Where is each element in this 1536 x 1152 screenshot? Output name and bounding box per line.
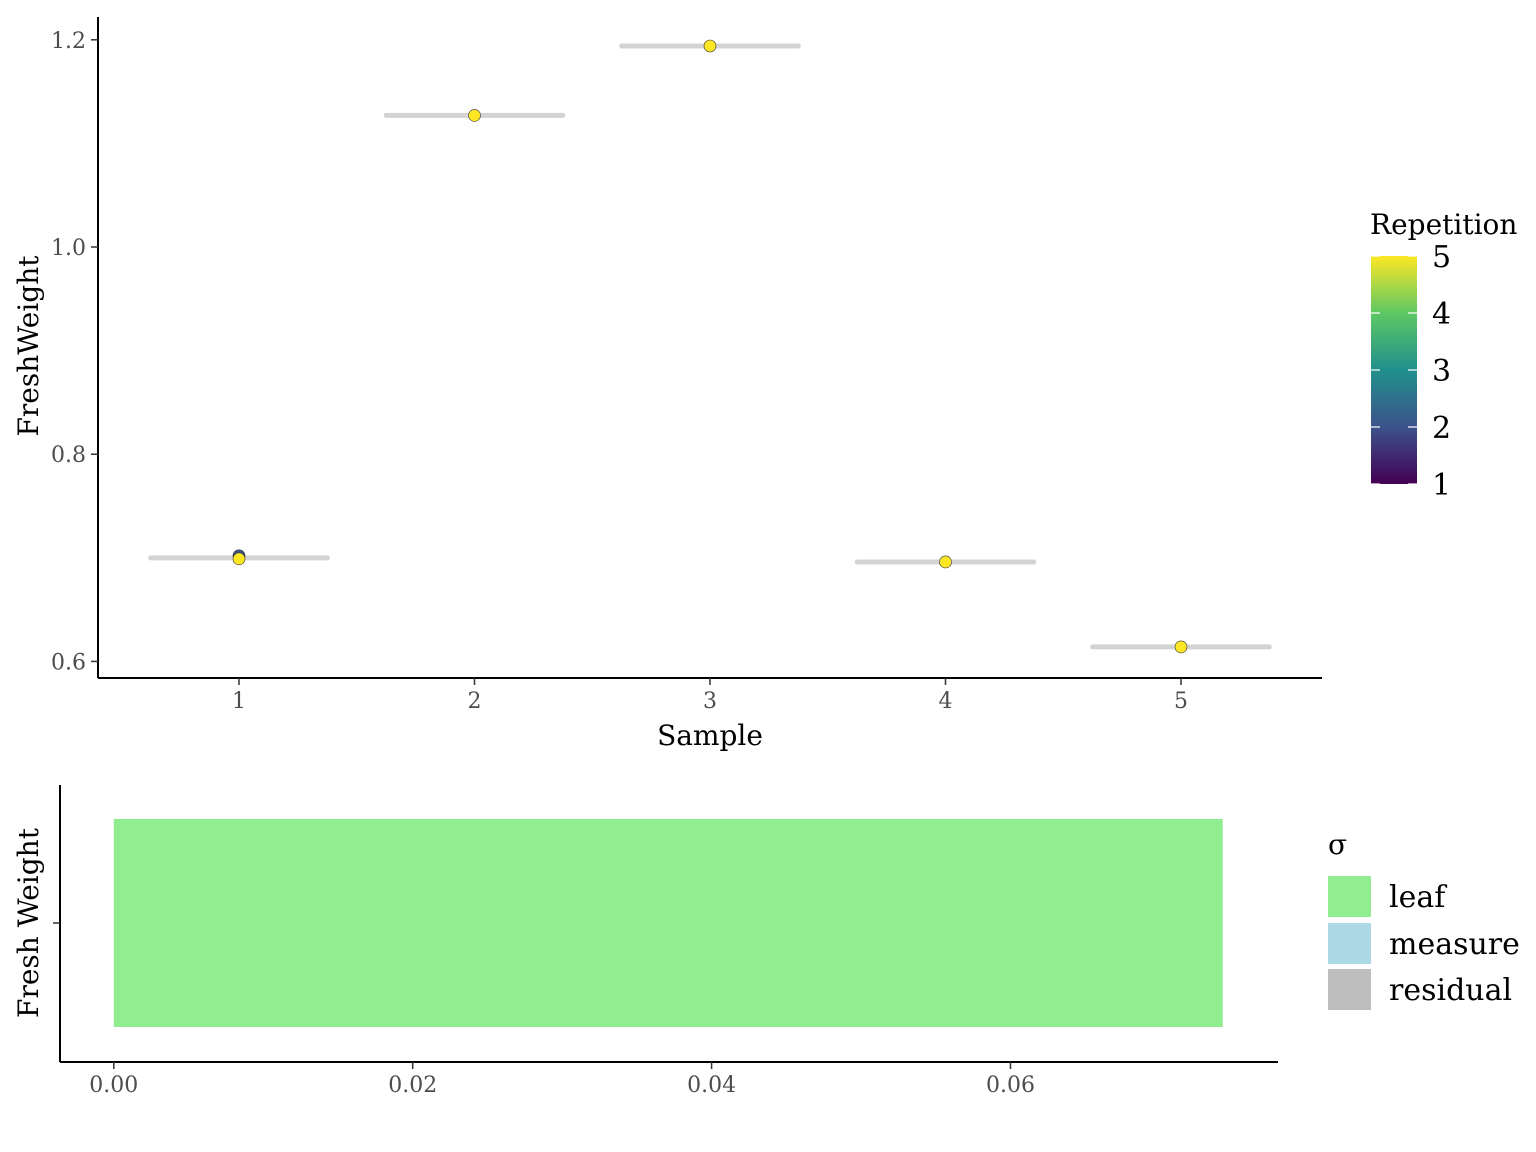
top-y-tick-label: 0.8	[51, 443, 86, 468]
bottom-x-tick-label: 0.04	[687, 1073, 736, 1098]
data-point	[703, 39, 717, 53]
colorbar-label: 1	[1432, 468, 1451, 503]
data-point	[939, 555, 952, 569]
top-y-axis-title: FreshWeight	[12, 255, 45, 437]
top-scatter-panel: Sample FreshWeight Repetition 5 4 3 2 1 0.6 0…	[12, 17, 1517, 752]
legend-label-leaf: leaf	[1389, 880, 1447, 915]
data-point	[232, 552, 246, 566]
top-x-tick-label: 3	[703, 689, 717, 714]
top-y-tick-label: 0.6	[51, 650, 86, 675]
repetition-legend-title: Repetition	[1370, 208, 1517, 241]
top-x-tick-label: 5	[1174, 689, 1188, 714]
top-x-axis-title: Sample	[657, 719, 763, 752]
colorbar-label: 2	[1432, 411, 1451, 446]
data-point	[468, 109, 481, 122]
bar-leaf	[113, 819, 1223, 1027]
legend-label-measure: measure	[1389, 927, 1520, 962]
top-x-tick-label: 2	[468, 689, 482, 714]
colorbar-label: 5	[1432, 240, 1451, 275]
bottom-x-tick-label: 0.02	[388, 1073, 437, 1098]
bottom-y-axis-title: Fresh Weight	[12, 827, 45, 1018]
bottom-x-tick-label: 0.00	[89, 1073, 138, 1098]
top-x-tick-label: 1	[232, 689, 246, 714]
top-x-tick-label: 4	[939, 689, 953, 714]
data-point	[1174, 640, 1188, 654]
bottom-x-tick-label: 0.06	[986, 1073, 1035, 1098]
legend-key-leaf	[1328, 876, 1371, 917]
legend-key-measure	[1328, 923, 1371, 964]
colorbar-label: 3	[1432, 354, 1451, 389]
bottom-bar-panel: Fresh Weight σ leaf measure residual 0.00 0…	[12, 785, 1520, 1098]
sigma-legend-title: σ	[1328, 828, 1347, 861]
colorbar-label: 4	[1432, 297, 1451, 332]
legend-key-residual	[1328, 969, 1371, 1010]
legend-label-residual: residual	[1389, 973, 1512, 1008]
repetition-legend: Repetition 5 4 3 2 1	[1370, 208, 1517, 503]
top-y-tick-label: 1.0	[51, 236, 86, 261]
sigma-legend: σ leaf measure residual	[1328, 828, 1520, 1010]
top-y-tick-label: 1.2	[51, 29, 86, 54]
